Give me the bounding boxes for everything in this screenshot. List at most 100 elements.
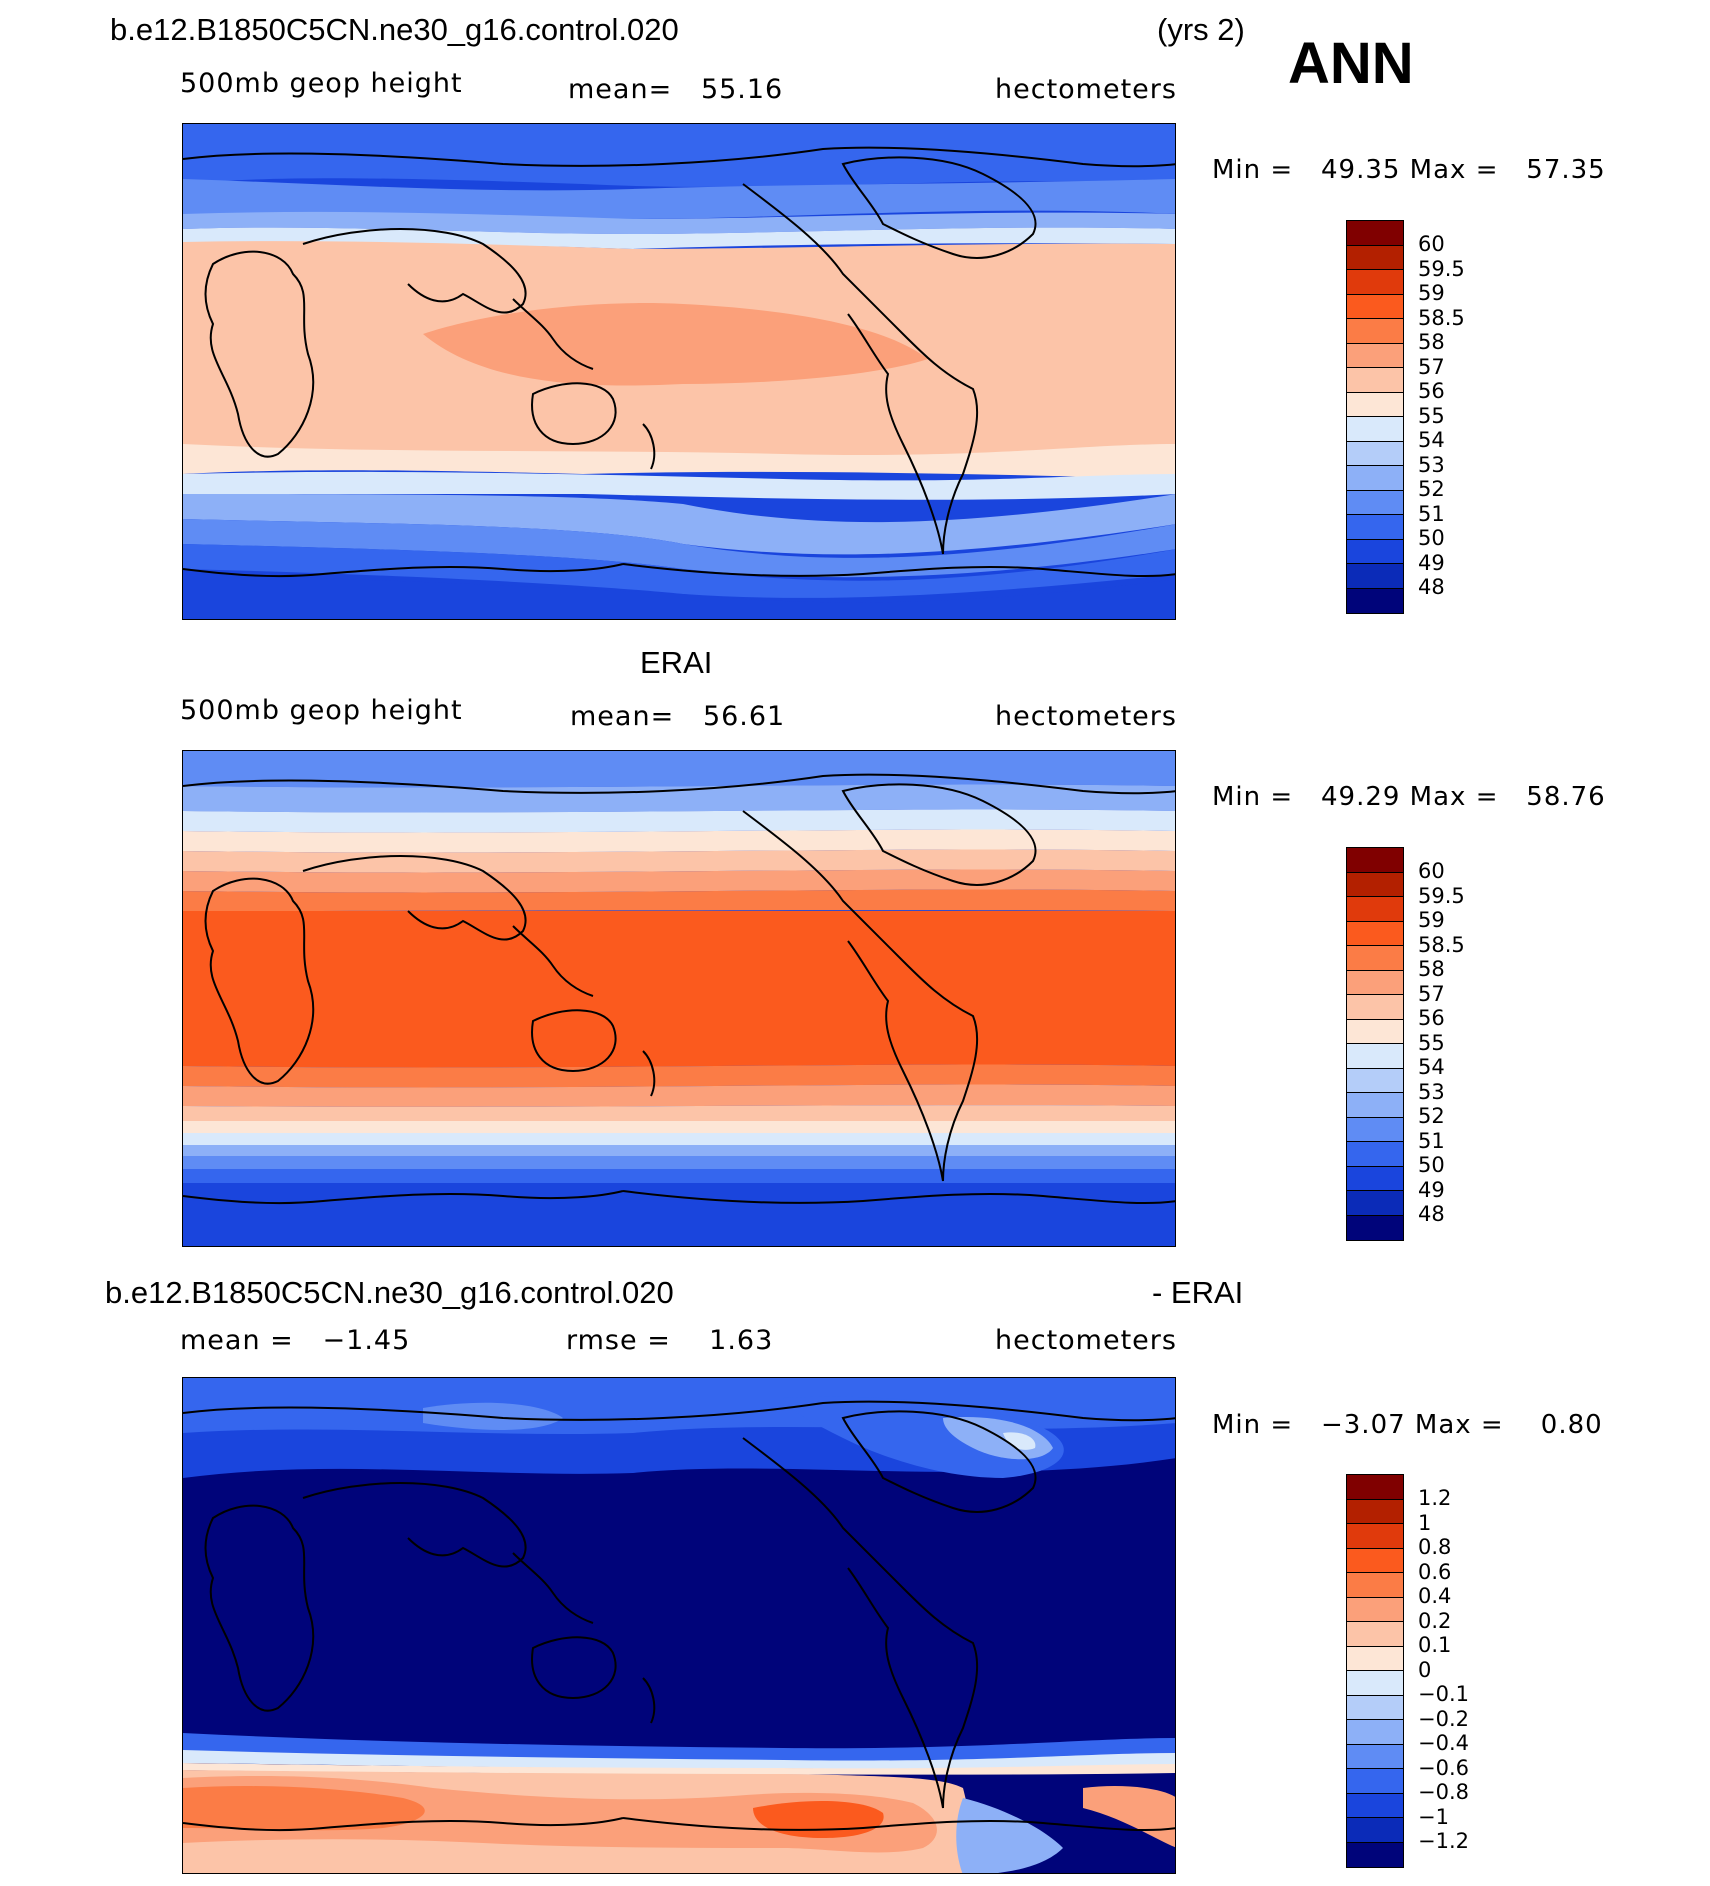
colorbar-tick-label: 57	[1418, 981, 1445, 1006]
colorbar-tick-label: 0.4	[1418, 1584, 1452, 1608]
panel2-minmax: Min = 49.29 Max = 58.76	[1212, 782, 1606, 812]
panel1-mean: mean= 55.16	[568, 74, 784, 105]
panel3-title-right: - ERAI	[1152, 1275, 1244, 1310]
panel3-rmse: rmse = 1.63	[566, 1325, 774, 1356]
colorbar-swatch	[1347, 588, 1403, 613]
colorbar-swatch	[1347, 995, 1403, 1020]
colorbar-swatch	[1347, 1622, 1403, 1647]
panel2-map	[182, 750, 1176, 1247]
colorbar-swatch	[1347, 872, 1403, 897]
colorbar-tick-label: 0.8	[1418, 1535, 1452, 1559]
colorbar-swatch	[1347, 1166, 1403, 1191]
colorbar-swatch	[1347, 1573, 1403, 1598]
colorbar-tick-label: 59	[1418, 908, 1445, 932]
colorbar-tick-label: −0.6	[1418, 1755, 1469, 1780]
colorbar-swatch	[1347, 1671, 1403, 1696]
colorbar-swatch	[1347, 970, 1403, 995]
colorbar-swatch	[1347, 1597, 1403, 1622]
colorbar-swatch	[1347, 564, 1403, 589]
panel2-variable: 500mb geop height	[180, 695, 463, 726]
colorbar-tick-label: −0.1	[1418, 1682, 1469, 1706]
colorbar-swatch	[1347, 1524, 1403, 1549]
colorbar-swatch	[1347, 946, 1403, 971]
colorbar-tick-label: 48	[1418, 1202, 1445, 1226]
colorbar-tick-label: 55	[1418, 1030, 1445, 1055]
colorbar-tick-label: −1.2	[1418, 1829, 1469, 1853]
colorbar-tick-label: 58.5	[1418, 305, 1465, 330]
colorbar-swatch	[1347, 897, 1403, 922]
colorbar-tick-label: 53	[1418, 1079, 1445, 1104]
colorbar-swatch	[1347, 1793, 1403, 1818]
colorbar-tick-label: 55	[1418, 403, 1445, 428]
colorbar-tick-label: 56	[1418, 379, 1445, 403]
colorbar-tick-label: −0.8	[1418, 1780, 1469, 1804]
panel3-title: b.e12.B1850C5CN.ne30_g16.control.020	[105, 1275, 674, 1310]
colorbar-tick-label: 0	[1418, 1657, 1432, 1682]
colorbar-tick-label: 49	[1418, 1177, 1445, 1202]
colorbar-swatch	[1347, 1769, 1403, 1794]
colorbar-swatch	[1347, 466, 1403, 491]
colorbar-swatch	[1347, 1744, 1403, 1769]
colorbar-swatch	[1347, 1215, 1403, 1240]
panel3-map	[182, 1377, 1176, 1874]
panel3-minmax: Min = −3.07 Max = 0.80	[1212, 1410, 1603, 1440]
colorbar-swatch	[1347, 848, 1403, 873]
colorbar-swatch	[1347, 319, 1403, 344]
colorbar-swatch	[1347, 1695, 1403, 1720]
colorbar-tick-label: 58	[1418, 330, 1445, 354]
colorbar-tick-label: 54	[1418, 428, 1445, 452]
colorbar-swatch	[1347, 1720, 1403, 1745]
colorbar-tick-label: 56	[1418, 1006, 1445, 1030]
panel1-units: hectometers	[995, 74, 1177, 105]
colorbar-swatch	[1347, 1842, 1403, 1867]
colorbar-swatch	[1347, 1646, 1403, 1671]
colorbar-tick-label: 59.5	[1418, 256, 1465, 281]
colorbar-tick-label: 54	[1418, 1055, 1445, 1079]
panel3-mean: mean = −1.45	[180, 1325, 411, 1356]
colorbar-swatch	[1347, 1068, 1403, 1093]
colorbar-tick-label: 53	[1418, 452, 1445, 477]
case-title: b.e12.B1850C5CN.ne30_g16.control.020	[110, 12, 679, 47]
colorbar-tick-label: 58	[1418, 957, 1445, 981]
colorbar-swatch	[1347, 245, 1403, 270]
panel1-map	[182, 123, 1176, 620]
colorbar-tick-label: 50	[1418, 1153, 1445, 1177]
colorbar-swatch	[1347, 1548, 1403, 1573]
panel1-minmax: Min = 49.35 Max = 57.35	[1212, 155, 1606, 185]
colorbar-swatch	[1347, 1191, 1403, 1216]
panel1-colorbar	[1346, 220, 1404, 614]
panel3-units: hectometers	[995, 1325, 1177, 1356]
colorbar-swatch	[1347, 417, 1403, 442]
colorbar-tick-label: 52	[1418, 477, 1445, 501]
colorbar-tick-label: 51	[1418, 501, 1445, 526]
colorbar-tick-label: 60	[1418, 859, 1445, 883]
colorbar-swatch	[1347, 1044, 1403, 1069]
colorbar-swatch	[1347, 539, 1403, 564]
panel2-colorbar	[1346, 847, 1404, 1241]
colorbar-swatch	[1347, 392, 1403, 417]
colorbar-tick-label: 0.2	[1418, 1608, 1452, 1633]
panel2-mean: mean= 56.61	[570, 701, 786, 732]
years-label: (yrs 2)	[1157, 12, 1245, 47]
colorbar-tick-label: 48	[1418, 575, 1445, 599]
colorbar-swatch	[1347, 1019, 1403, 1044]
panel2-units: hectometers	[995, 701, 1177, 732]
colorbar-swatch	[1347, 1093, 1403, 1118]
colorbar-swatch	[1347, 1818, 1403, 1843]
colorbar-swatch	[1347, 294, 1403, 319]
colorbar-tick-label: 60	[1418, 232, 1445, 256]
colorbar-swatch	[1347, 515, 1403, 540]
colorbar-swatch	[1347, 221, 1403, 246]
panel1-variable: 500mb geop height	[180, 68, 463, 99]
colorbar-tick-label: 1.2	[1418, 1486, 1452, 1510]
colorbar-tick-label: 50	[1418, 526, 1445, 550]
colorbar-tick-label: 52	[1418, 1104, 1445, 1128]
colorbar-swatch	[1347, 921, 1403, 946]
colorbar-swatch	[1347, 441, 1403, 466]
colorbar-tick-label: −0.2	[1418, 1706, 1469, 1731]
colorbar-tick-label: 58.5	[1418, 932, 1465, 957]
colorbar-swatch	[1347, 490, 1403, 515]
colorbar-tick-label: 51	[1418, 1128, 1445, 1153]
colorbar-swatch	[1347, 1142, 1403, 1167]
colorbar-swatch	[1347, 270, 1403, 295]
